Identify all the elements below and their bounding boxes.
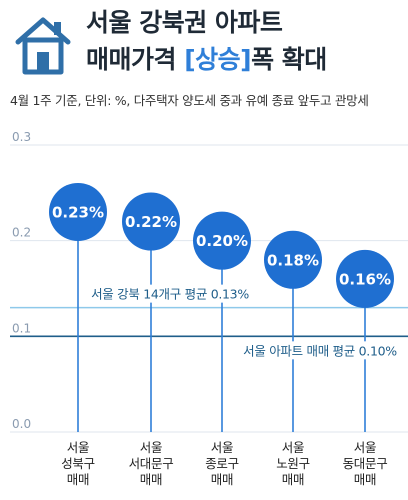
- bubble: [193, 211, 251, 270]
- category-label: 매매: [67, 472, 89, 487]
- category-label: 종로구: [205, 456, 239, 471]
- gangbuk-average-label: 서울 강북 14개구 평균 0.13%: [91, 287, 249, 302]
- y-tick-label: 0.2: [12, 226, 31, 240]
- title-accent: [상승]: [184, 45, 252, 74]
- y-tick-label: 0.1: [12, 321, 31, 335]
- category-label: 서울: [211, 440, 233, 455]
- bubble: [49, 182, 107, 241]
- category-label: 매매: [282, 472, 304, 487]
- header: 서울 강북권 아파트 매매가격 [상승]폭 확대: [0, 0, 408, 90]
- category-label: 매매: [354, 472, 376, 487]
- category-label: 서대문구: [129, 456, 174, 471]
- bubble: [336, 249, 394, 308]
- value-label: 0.20%: [196, 232, 248, 250]
- bubble: [122, 192, 180, 251]
- title-line-1: 서울 강북권 아파트: [86, 8, 283, 37]
- bubble: [264, 230, 322, 289]
- category-label: 매매: [140, 472, 162, 487]
- value-label: 0.22%: [125, 213, 177, 231]
- category-label: 서울: [354, 440, 376, 455]
- subtitle: 4월 1주 기준, 단위: %, 다주택자 양도세 중과 유예 종료 앞두고 관…: [10, 93, 369, 108]
- category-label: 서울: [140, 440, 162, 455]
- value-label: 0.16%: [339, 270, 391, 288]
- category-label: 서울: [282, 440, 304, 455]
- category-label: 서울: [67, 440, 89, 455]
- title-suffix: 폭 확대: [251, 45, 327, 74]
- title-prefix: 매매가격: [86, 45, 185, 74]
- category-label: 동대문구: [343, 456, 388, 471]
- category-label: 매매: [211, 472, 233, 487]
- value-label: 0.23%: [52, 203, 104, 221]
- y-tick-label: 0.0: [12, 417, 31, 431]
- seoul-average-label: 서울 아파트 매매 평균 0.10%: [243, 343, 397, 358]
- gangbuk-average-label-bg: [82, 284, 258, 303]
- house-icon: [15, 17, 71, 75]
- title-line-2: 매매가격 [상승]폭 확대: [86, 45, 327, 75]
- category-label: 노원구: [276, 456, 310, 471]
- y-tick-label: 0.3: [12, 130, 31, 144]
- value-label: 0.18%: [267, 251, 319, 269]
- seoul-average-label-bg: [235, 341, 405, 360]
- category-label: 성북구: [61, 456, 95, 471]
